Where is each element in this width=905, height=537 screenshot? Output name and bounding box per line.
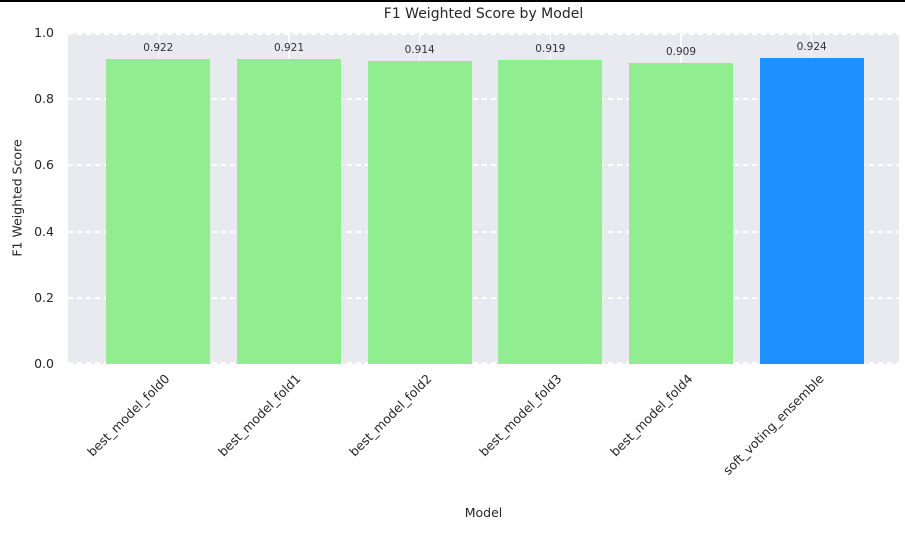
bar-value-label: 0.922	[143, 41, 174, 54]
chart-title: F1 Weighted Score by Model	[383, 6, 584, 22]
y-tick-label: 0.6	[34, 157, 54, 173]
x-tick-label: best_model_fold0	[84, 371, 173, 460]
bar-best_model_fold3	[498, 59, 603, 364]
y-tick-label: 0.4	[34, 223, 54, 239]
bar-soft_voting_ensemble	[759, 58, 864, 364]
y-gridline	[68, 98, 899, 101]
bar-best_model_fold1	[237, 59, 341, 364]
y-tick-label: 0.0	[34, 356, 54, 371]
x-tick-label: best_model_fold4	[607, 371, 696, 460]
window-top-border	[0, 0, 905, 2]
bar-best_model_fold0	[106, 58, 211, 364]
y-gridline	[68, 230, 899, 233]
y-gridline	[68, 362, 899, 364]
x-tick-label: best_model_fold3	[476, 371, 565, 460]
x-axis-label: Model	[464, 505, 503, 520]
x-tick-label: best_model_fold2	[345, 371, 435, 460]
bar-value-label: 0.919	[535, 42, 566, 55]
bar-value-label: 0.921	[273, 42, 305, 55]
y-tick-label: 0.8	[34, 91, 54, 107]
y-gridline	[68, 296, 899, 299]
bar-best_model_fold2	[367, 61, 472, 364]
y-tick-label: 0.2	[34, 289, 54, 305]
y-gridline	[68, 33, 899, 35]
bar-value-label: 0.909	[665, 46, 697, 59]
bar-best_model_fold4	[629, 63, 733, 364]
x-tick-label: soft_voting_ensemble	[719, 371, 827, 478]
plot-area: 0.922 0.921 0.914 0.919 0.909 0.924	[68, 33, 899, 364]
y-gridline	[68, 164, 899, 167]
x-tick-label: best_model_fold1	[215, 371, 304, 460]
y-tick-label: 1.0	[34, 25, 54, 40]
bar-value-label: 0.924	[796, 41, 827, 54]
bar-value-label: 0.914	[404, 44, 435, 57]
